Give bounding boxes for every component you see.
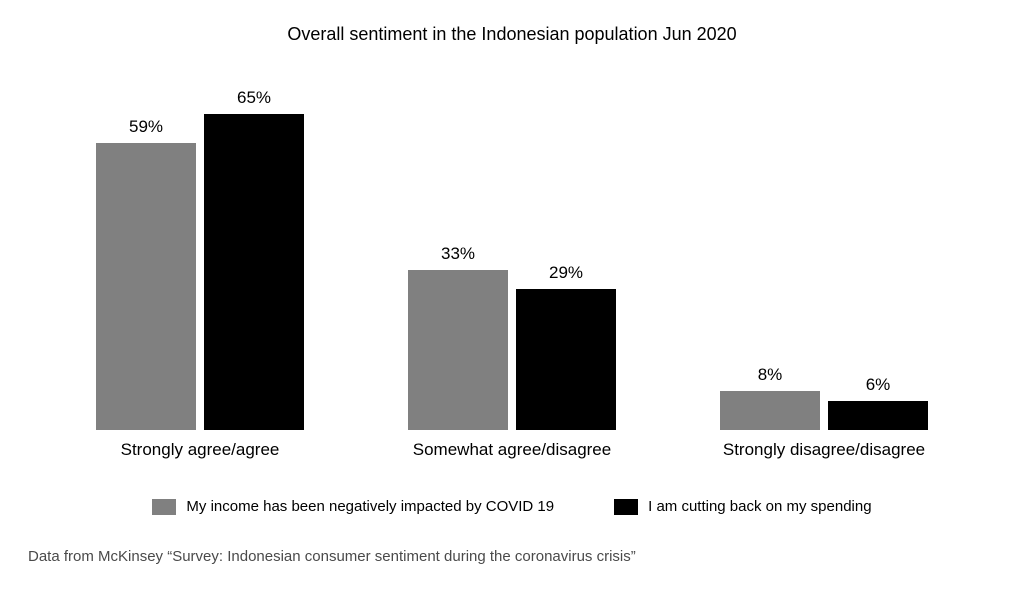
chart-container: Overall sentiment in the Indonesian popu… (0, 0, 1024, 592)
legend: My income has been negatively impacted b… (0, 498, 1024, 515)
bar-spending: 65% (204, 114, 304, 430)
legend-swatch-icon (614, 499, 638, 515)
bar-income: 33% (408, 270, 508, 430)
bar-group: 59% 65% Strongly agree/agree (60, 80, 340, 460)
legend-label: I am cutting back on my spending (648, 498, 871, 515)
legend-item-income: My income has been negatively impacted b… (152, 498, 554, 515)
category-label: Strongly agree/agree (60, 440, 340, 460)
category-label: Somewhat agree/disagree (372, 440, 652, 460)
bar-value-label: 6% (828, 375, 928, 395)
bars: 33% 29% (372, 90, 652, 430)
legend-item-spending: I am cutting back on my spending (614, 498, 871, 515)
bar-group: 8% 6% Strongly disagree/disagree (684, 80, 964, 460)
bars: 59% 65% (60, 90, 340, 430)
legend-swatch-icon (152, 499, 176, 515)
bars: 8% 6% (684, 90, 964, 430)
footnote: Data from McKinsey “Survey: Indonesian c… (28, 548, 636, 565)
legend-label: My income has been negatively impacted b… (186, 498, 554, 515)
bar-group: 33% 29% Somewhat agree/disagree (372, 80, 652, 460)
bar-value-label: 33% (408, 244, 508, 264)
bar-value-label: 29% (516, 263, 616, 283)
bar-spending: 6% (828, 401, 928, 430)
bar-value-label: 65% (204, 88, 304, 108)
bar-value-label: 8% (720, 365, 820, 385)
bar-value-label: 59% (96, 117, 196, 137)
category-label: Strongly disagree/disagree (684, 440, 964, 460)
bar-income: 8% (720, 391, 820, 430)
bar-income: 59% (96, 143, 196, 430)
bar-spending: 29% (516, 289, 616, 430)
plot-area: 59% 65% Strongly agree/agree 33% 29% Som… (40, 80, 984, 460)
chart-title: Overall sentiment in the Indonesian popu… (0, 0, 1024, 45)
